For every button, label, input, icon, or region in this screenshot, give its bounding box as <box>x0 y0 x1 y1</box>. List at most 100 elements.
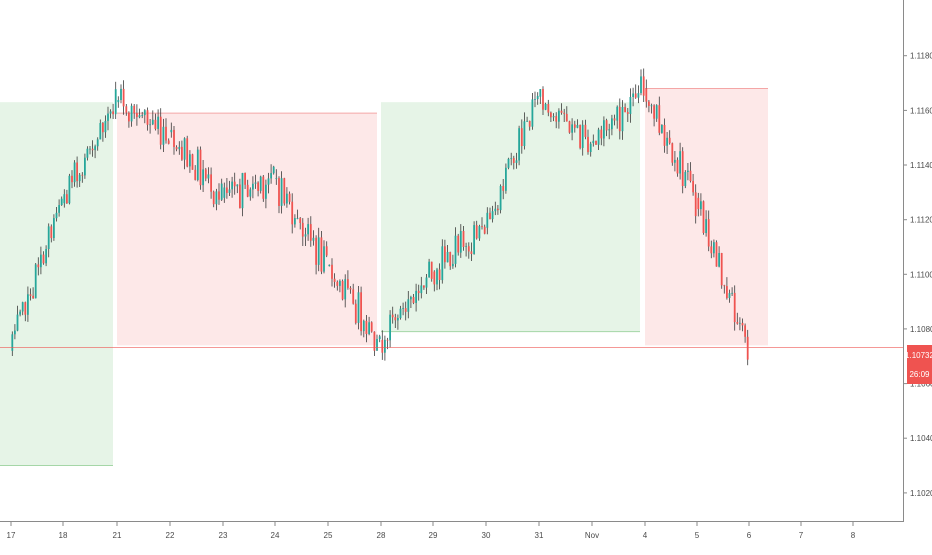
candle-body <box>523 121 526 146</box>
candle <box>328 264 331 267</box>
candle <box>370 321 373 333</box>
candle <box>252 176 254 199</box>
candle <box>323 240 325 274</box>
candle <box>339 279 341 293</box>
candle-body <box>534 99 536 100</box>
candle-body <box>655 105 658 119</box>
candle-body <box>104 120 107 133</box>
candle-body <box>272 166 275 174</box>
candle <box>515 152 518 169</box>
candle-body <box>600 129 603 139</box>
candle-body <box>741 322 744 326</box>
candle-body <box>407 299 410 312</box>
candle <box>333 273 336 288</box>
candle-body <box>275 178 278 179</box>
candle <box>344 274 347 308</box>
candle <box>275 169 278 185</box>
candle <box>34 263 37 299</box>
candle-body <box>89 148 91 150</box>
candle <box>526 116 528 122</box>
y-tick-label: 1.11200 <box>910 216 932 225</box>
candle-body <box>544 104 547 110</box>
candle-body <box>608 129 611 131</box>
candle-body <box>512 158 515 163</box>
candle <box>449 251 452 270</box>
candle-body <box>526 120 528 122</box>
candle-body <box>68 175 71 204</box>
candle-body <box>687 170 689 172</box>
candle <box>681 147 684 194</box>
candle-body <box>465 246 467 247</box>
candle-body <box>681 151 684 186</box>
zones-layer <box>0 88 768 467</box>
candle <box>621 100 624 140</box>
candle <box>433 270 436 292</box>
candle-body <box>552 116 555 118</box>
candle <box>362 319 365 338</box>
candle-body <box>536 95 539 100</box>
candle-body <box>417 290 420 294</box>
candle-body <box>78 174 81 182</box>
candle <box>53 214 55 241</box>
candle-body <box>24 302 27 315</box>
y-tick-label: 1.10400 <box>910 434 932 443</box>
candle-body <box>63 194 66 204</box>
candle-body <box>294 218 296 225</box>
candle-body <box>391 314 394 318</box>
candle-body <box>55 212 58 219</box>
candle <box>259 175 262 194</box>
x-axis[interactable]: 17 18 21 22 23 24 25 28 29 30 31 Nov 4 5 6 7 8 <box>7 521 856 540</box>
candle-body <box>291 201 294 225</box>
candle-body <box>661 125 663 133</box>
candle <box>14 324 16 340</box>
candle <box>312 230 315 246</box>
candle <box>141 111 144 119</box>
candle <box>96 137 99 151</box>
candle-body <box>558 110 560 122</box>
candle <box>341 279 344 301</box>
candle <box>254 174 257 189</box>
candle <box>571 118 573 141</box>
candle <box>718 246 720 268</box>
candle <box>584 119 587 140</box>
y-axis[interactable]: 1.11800 1.11600 1.11400 1.11200 1.11000 1.108… <box>903 52 932 498</box>
candle <box>146 107 149 131</box>
candle-body <box>341 280 344 300</box>
y-tick-label: 1.10600 <box>910 380 932 389</box>
candle-body <box>491 211 494 220</box>
candle <box>376 334 378 351</box>
candle <box>143 109 146 124</box>
candle-body <box>16 314 19 331</box>
candle <box>78 173 81 187</box>
candle <box>246 179 249 198</box>
candle <box>325 241 328 258</box>
candle-body <box>331 264 333 279</box>
candle <box>428 258 430 278</box>
candle <box>204 167 207 182</box>
candle-body <box>37 264 40 268</box>
candle-body <box>547 104 550 113</box>
candle-body <box>286 193 288 204</box>
candle-body <box>112 111 114 115</box>
candle <box>404 301 407 321</box>
candle-body <box>304 234 307 237</box>
candle-body <box>560 110 563 113</box>
candle-body <box>173 129 175 147</box>
y-tick-label: 1.10800 <box>910 325 932 334</box>
candle <box>603 116 605 147</box>
candle-body <box>640 76 642 94</box>
candle <box>212 190 215 208</box>
candle <box>462 226 465 251</box>
candle <box>181 140 183 161</box>
candle-body <box>713 242 715 254</box>
candle <box>581 120 584 156</box>
candle-body <box>621 107 624 132</box>
candle-body <box>352 289 355 304</box>
candle <box>723 284 726 294</box>
candle-body <box>394 317 397 321</box>
candle-body <box>267 178 270 185</box>
candle <box>655 104 658 122</box>
candle-body <box>99 123 102 140</box>
candle <box>444 239 446 269</box>
